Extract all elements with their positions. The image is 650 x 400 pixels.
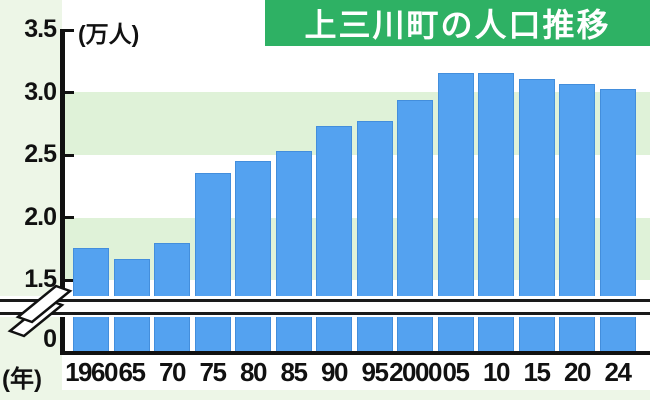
x-tick-label: 85 bbox=[280, 357, 308, 387]
chart-title: 上三川町の人口推移 bbox=[304, 7, 611, 43]
bar-80 bbox=[235, 161, 271, 353]
axis-break-line bbox=[0, 299, 650, 302]
x-tick-label: 24 bbox=[604, 357, 632, 387]
y-tick-label: 0 bbox=[43, 325, 57, 353]
x-tick-label: 65 bbox=[118, 357, 146, 387]
x-tick-label: 05 bbox=[442, 357, 470, 387]
x-tick-label: 20 bbox=[564, 357, 591, 387]
x-tick-label: 1960 bbox=[65, 357, 118, 387]
y-tick-label: 2.0 bbox=[24, 202, 57, 231]
x-tick-label: 70 bbox=[159, 357, 186, 387]
y-axis-tick bbox=[65, 28, 74, 32]
y-axis-unit-label: (万人) bbox=[78, 21, 140, 47]
x-tick-label: 80 bbox=[240, 357, 267, 387]
y-axis-tick bbox=[65, 278, 74, 282]
y-tick-label: 3.5 bbox=[24, 15, 57, 43]
x-axis-unit-label: (年) bbox=[2, 366, 42, 393]
y-axis-tick bbox=[65, 91, 74, 94]
bar-90 bbox=[316, 126, 352, 353]
chart-title-banner: 上三川町の人口推移 bbox=[265, 0, 650, 46]
x-axis-line bbox=[60, 351, 650, 355]
x-tick-label: 75 bbox=[199, 357, 227, 387]
x-tick-label: 15 bbox=[523, 357, 551, 387]
axis-break-icon bbox=[7, 284, 73, 338]
x-tick-label: 95 bbox=[361, 357, 389, 387]
axis-break-line bbox=[0, 312, 650, 315]
y-tick-label: 1.5 bbox=[24, 265, 57, 293]
bar-95 bbox=[356, 121, 393, 353]
bar-85 bbox=[275, 151, 312, 353]
y-tick-label: 3.0 bbox=[24, 77, 57, 106]
x-tick-label: 90 bbox=[321, 357, 348, 387]
x-tick-label: 2000 bbox=[389, 357, 442, 387]
y-axis-line bbox=[60, 29, 65, 355]
y-axis-tick bbox=[65, 153, 74, 157]
y-axis-tick bbox=[65, 216, 74, 219]
bar-75 bbox=[194, 172, 231, 353]
y-tick-label: 2.5 bbox=[24, 140, 57, 168]
x-tick-label: 10 bbox=[483, 357, 510, 387]
